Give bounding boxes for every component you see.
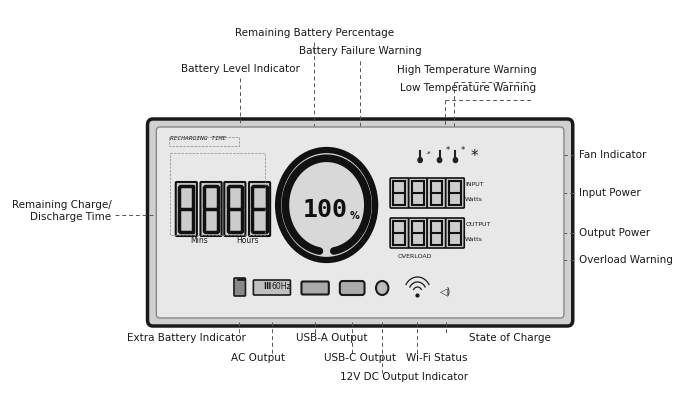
FancyBboxPatch shape	[427, 178, 445, 208]
Text: State of Charge: State of Charge	[469, 333, 551, 343]
Text: 60Hz: 60Hz	[271, 282, 290, 291]
Text: Battery Level Indicator: Battery Level Indicator	[181, 64, 300, 74]
Circle shape	[454, 158, 458, 162]
Text: Low Temperature Warning: Low Temperature Warning	[401, 83, 537, 93]
Text: Remaining Charge/: Remaining Charge/	[12, 200, 111, 210]
FancyBboxPatch shape	[301, 282, 329, 295]
FancyBboxPatch shape	[253, 280, 290, 295]
Circle shape	[376, 281, 389, 295]
Text: OVERLOAD: OVERLOAD	[397, 254, 432, 259]
Text: ◁): ◁)	[440, 287, 452, 297]
Text: *: *	[460, 146, 464, 155]
Text: Fan Indicator: Fan Indicator	[579, 150, 647, 160]
FancyBboxPatch shape	[234, 278, 246, 296]
FancyBboxPatch shape	[445, 178, 464, 208]
Text: OUTPUT: OUTPUT	[465, 222, 491, 227]
Text: Output Power: Output Power	[579, 228, 650, 238]
FancyBboxPatch shape	[200, 182, 221, 236]
FancyBboxPatch shape	[340, 281, 364, 295]
Text: Hours: Hours	[236, 236, 259, 245]
Text: Extra Battery Indicator: Extra Battery Indicator	[127, 333, 246, 343]
FancyBboxPatch shape	[390, 218, 409, 248]
Text: High Temperature Warning: High Temperature Warning	[397, 65, 537, 75]
FancyBboxPatch shape	[409, 218, 427, 248]
Text: USB-A Output: USB-A Output	[296, 333, 368, 343]
Text: RECHARGING TIME: RECHARGING TIME	[171, 136, 227, 141]
FancyBboxPatch shape	[445, 218, 464, 248]
FancyBboxPatch shape	[390, 178, 409, 208]
FancyBboxPatch shape	[156, 127, 564, 318]
Text: USB-C Output: USB-C Output	[324, 353, 396, 363]
FancyBboxPatch shape	[148, 119, 573, 326]
Circle shape	[278, 150, 375, 260]
Text: %: %	[349, 211, 359, 221]
Circle shape	[418, 158, 422, 162]
Text: Mins: Mins	[190, 236, 208, 245]
Text: AC Output: AC Output	[231, 353, 285, 363]
Text: *: *	[471, 149, 479, 164]
Circle shape	[437, 158, 441, 162]
Text: Watts: Watts	[465, 197, 483, 202]
Text: Input Power: Input Power	[579, 188, 640, 198]
FancyBboxPatch shape	[409, 178, 427, 208]
Text: Overload Warning: Overload Warning	[579, 255, 673, 265]
FancyBboxPatch shape	[249, 182, 270, 236]
FancyBboxPatch shape	[224, 182, 246, 236]
Text: Watts: Watts	[465, 237, 483, 242]
Text: ·*: ·*	[425, 151, 431, 157]
Text: 12V DC Output Indicator: 12V DC Output Indicator	[340, 372, 468, 382]
Text: Remaining Battery Percentage: Remaining Battery Percentage	[235, 28, 394, 38]
Text: 100: 100	[303, 198, 347, 222]
Text: *: *	[445, 146, 450, 155]
Text: Battery Failure Warning: Battery Failure Warning	[299, 46, 422, 56]
Text: Wi-Fi Status: Wi-Fi Status	[406, 353, 468, 363]
Text: Ⅲ: Ⅲ	[263, 282, 271, 291]
Text: Discharge Time: Discharge Time	[30, 212, 111, 222]
FancyBboxPatch shape	[176, 182, 197, 236]
Text: INPUT: INPUT	[465, 182, 484, 187]
FancyBboxPatch shape	[427, 218, 445, 248]
